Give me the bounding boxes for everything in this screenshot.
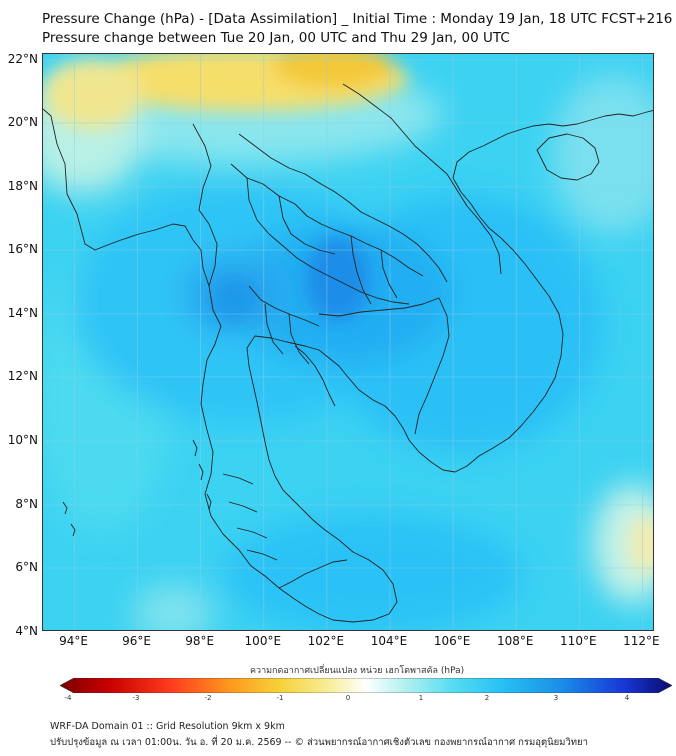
hainan-island — [536, 133, 600, 181]
title-line-1: Pressure Change (hPa) - [Data Assimilati… — [42, 11, 673, 27]
thai-provinces-south — [222, 473, 278, 561]
thai-provinces-north — [230, 163, 336, 269]
gulf-coast-thailand — [294, 345, 336, 407]
colorbar-tick: 1 — [418, 694, 424, 702]
lat-label: 10°N — [7, 433, 38, 447]
pressure-change-map — [42, 53, 654, 631]
thai-provinces-central — [248, 285, 320, 365]
field-core-central — [306, 237, 370, 321]
colorbar-tick: 2 — [484, 694, 490, 702]
lat-label: 22°N — [7, 52, 38, 66]
field-yellow-northwest — [43, 59, 143, 129]
border-cambodia-vietnam — [414, 297, 450, 435]
lon-label: 106°E — [433, 634, 471, 648]
field-light-south — [133, 584, 213, 630]
colorbar-title: ความกดอากาศเปลี่ยนแปลง หน่วย เฮกโตพาสคัล… — [250, 666, 465, 676]
lon-label: 94°E — [59, 634, 88, 648]
colorbar-tick: -4 — [64, 694, 72, 702]
lon-label: 96°E — [122, 634, 152, 648]
lat-label: 14°N — [7, 306, 38, 320]
border-myanmar-thailand — [192, 123, 218, 287]
lat-label: 18°N — [7, 179, 38, 193]
field-yellow-southeast — [629, 514, 653, 574]
coastlines-and-borders — [43, 83, 653, 623]
thai-provinces-northeast — [312, 229, 424, 305]
pressure-field-core — [43, 54, 653, 574]
map-canvas — [43, 54, 653, 630]
myanmar-coast-islands — [62, 439, 212, 537]
title-line-2: Pressure change between Tue 20 Jan, 00 U… — [42, 30, 510, 46]
colorbar-body — [60, 678, 672, 693]
lat-label: 8°N — [15, 497, 38, 511]
lat-label: 4°N — [15, 624, 38, 638]
lat-label: 16°N — [7, 242, 38, 256]
lon-label: 98°E — [185, 634, 215, 648]
colorbar-tick: -1 — [276, 694, 284, 702]
colorbar — [60, 678, 672, 693]
lon-label: 112°E — [623, 634, 660, 648]
lon-label: 110°E — [560, 634, 597, 648]
border-thailand-cambodia — [318, 297, 440, 317]
footer-model-info: WRF-DA Domain 01 :: Grid Resolution 9km … — [50, 721, 285, 732]
field-light-southeast — [593, 484, 653, 604]
colorbar-tick: -2 — [204, 694, 212, 702]
colorbar-tick: 4 — [624, 694, 630, 702]
colorbar-tick: 3 — [553, 694, 559, 702]
lat-label: 6°N — [15, 560, 38, 574]
lon-label: 108°E — [496, 634, 534, 648]
field-orange-north — [273, 54, 393, 88]
colorbar-tick: 0 — [345, 694, 351, 702]
field-core-west — [209, 277, 261, 321]
border-malaysia — [278, 559, 348, 589]
field-blue-south — [223, 514, 523, 630]
chart-title: Pressure Change (hPa) - [Data Assimilati… — [42, 10, 672, 48]
footer-credit: ปรับปรุงข้อมูล ณ เวลา 01:00น. วัน อ. ที่… — [50, 737, 588, 748]
lon-label: 104°E — [370, 634, 408, 648]
field-light-northeast — [553, 74, 653, 234]
lon-label: 100°E — [244, 634, 282, 648]
border-thailand-laos — [238, 133, 448, 283]
coastline-mainland — [43, 108, 653, 623]
lat-label: 12°N — [7, 369, 38, 383]
colorbar-tick: -3 — [132, 694, 140, 702]
lat-label: 20°N — [7, 115, 38, 129]
lon-label: 102°E — [307, 634, 345, 648]
border-laos-vietnam — [342, 83, 502, 275]
